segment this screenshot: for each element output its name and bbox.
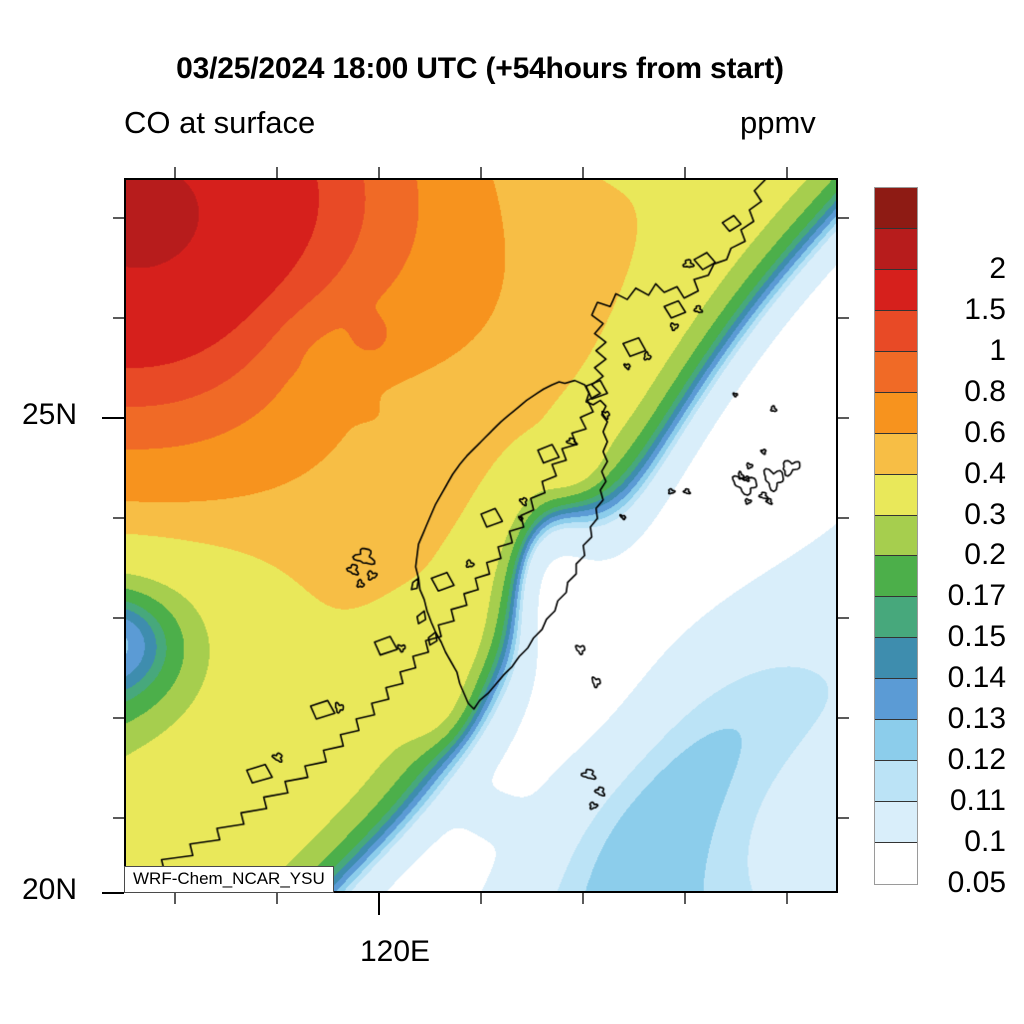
ytick-right (838, 517, 849, 519)
colorbar-labels: 2 1.5 1 0.8 0.6 0.4 0.3 0.2 0.17 0.15 0.14 0.13 0.12… (925, 187, 1020, 899)
xtick-top (276, 167, 278, 178)
ytick-right (838, 617, 849, 619)
colorbar-tick-label: 0.13 (947, 702, 1006, 736)
colorbar-cell (875, 433, 917, 475)
colorbar[interactable] (874, 187, 918, 885)
colorbar-tick-label: 0.2 (964, 538, 1006, 572)
colorbar-cell (875, 228, 917, 270)
xtick-top (174, 167, 176, 178)
colorbar-tick-label: 0.8 (964, 374, 1006, 408)
ytick-right (838, 317, 849, 319)
ytick-major (102, 417, 124, 419)
colorbar-cell (875, 515, 917, 557)
colorbar-tick-label: 1 (989, 333, 1006, 367)
map-plot-area[interactable] (124, 178, 838, 893)
ytick-right (838, 217, 849, 219)
colorbar-cell (875, 269, 917, 311)
colorbar-tick-label: 0.6 (964, 415, 1006, 449)
ytick (113, 717, 124, 719)
xtick (786, 893, 788, 904)
units-label: ppmv (740, 105, 816, 140)
xtick (174, 893, 176, 904)
colorbar-tick-label: 0.11 (949, 784, 1006, 818)
colorbar-tick-label: 2 (989, 251, 1006, 285)
ytick-label-20n: 20N (22, 873, 78, 906)
ytick-major-20n (102, 892, 124, 894)
colorbar-cell (875, 392, 917, 434)
xtick (276, 893, 278, 904)
colorbar-cell (875, 802, 917, 843)
colorbar-tick-label: 0.05 (947, 866, 1006, 899)
xtick-major (378, 893, 380, 915)
colorbar-tick-label: 0.15 (947, 620, 1006, 654)
ytick-right (838, 717, 849, 719)
ytick (113, 817, 124, 819)
colorbar-cell (875, 310, 917, 352)
colorbar-tick-label: 0.1 (964, 825, 1006, 859)
xtick-label-120e: 120E (360, 935, 431, 968)
xtick-top (378, 167, 380, 178)
xtick (684, 893, 686, 904)
colorbar-cell (875, 556, 917, 598)
colorbar-cell (875, 720, 917, 762)
colorbar-tick-label: 0.3 (964, 497, 1006, 531)
ytick (113, 317, 124, 319)
colorbar-tick-label: 0.4 (964, 456, 1006, 490)
colorbar-cell (875, 679, 917, 721)
xtick-top (582, 167, 584, 178)
xtick-top (684, 167, 686, 178)
ytick-right (838, 417, 849, 419)
model-watermark: WRF-Chem_NCAR_YSU (124, 866, 334, 893)
page-title: 03/25/2024 18:00 UTC (+54hours from star… (176, 52, 784, 85)
xtick-top (786, 167, 788, 178)
colorbar-cell (875, 761, 917, 803)
variable-label: CO at surface (124, 105, 316, 140)
colorbar-cell (875, 188, 917, 229)
colorbar-tick-label: 0.12 (947, 743, 1006, 777)
colorbar-tick-label: 0.17 (947, 579, 1006, 613)
colorbar-tick-label: 1.5 (964, 292, 1006, 326)
xtick (480, 893, 482, 904)
colorbar-tick-label: 0.14 (947, 661, 1006, 695)
ytick (113, 617, 124, 619)
colorbar-cell (875, 474, 917, 516)
ytick (113, 517, 124, 519)
colorbar-cell (875, 351, 917, 393)
xtick-top (480, 167, 482, 178)
coastline-overlay (126, 180, 836, 891)
xtick (582, 893, 584, 904)
colorbar-cell (875, 597, 917, 639)
ytick (113, 217, 124, 219)
colorbar-cell (875, 843, 917, 884)
ytick-right (838, 817, 849, 819)
colorbar-cell (875, 638, 917, 680)
ytick-label-25n: 25N (22, 398, 78, 431)
